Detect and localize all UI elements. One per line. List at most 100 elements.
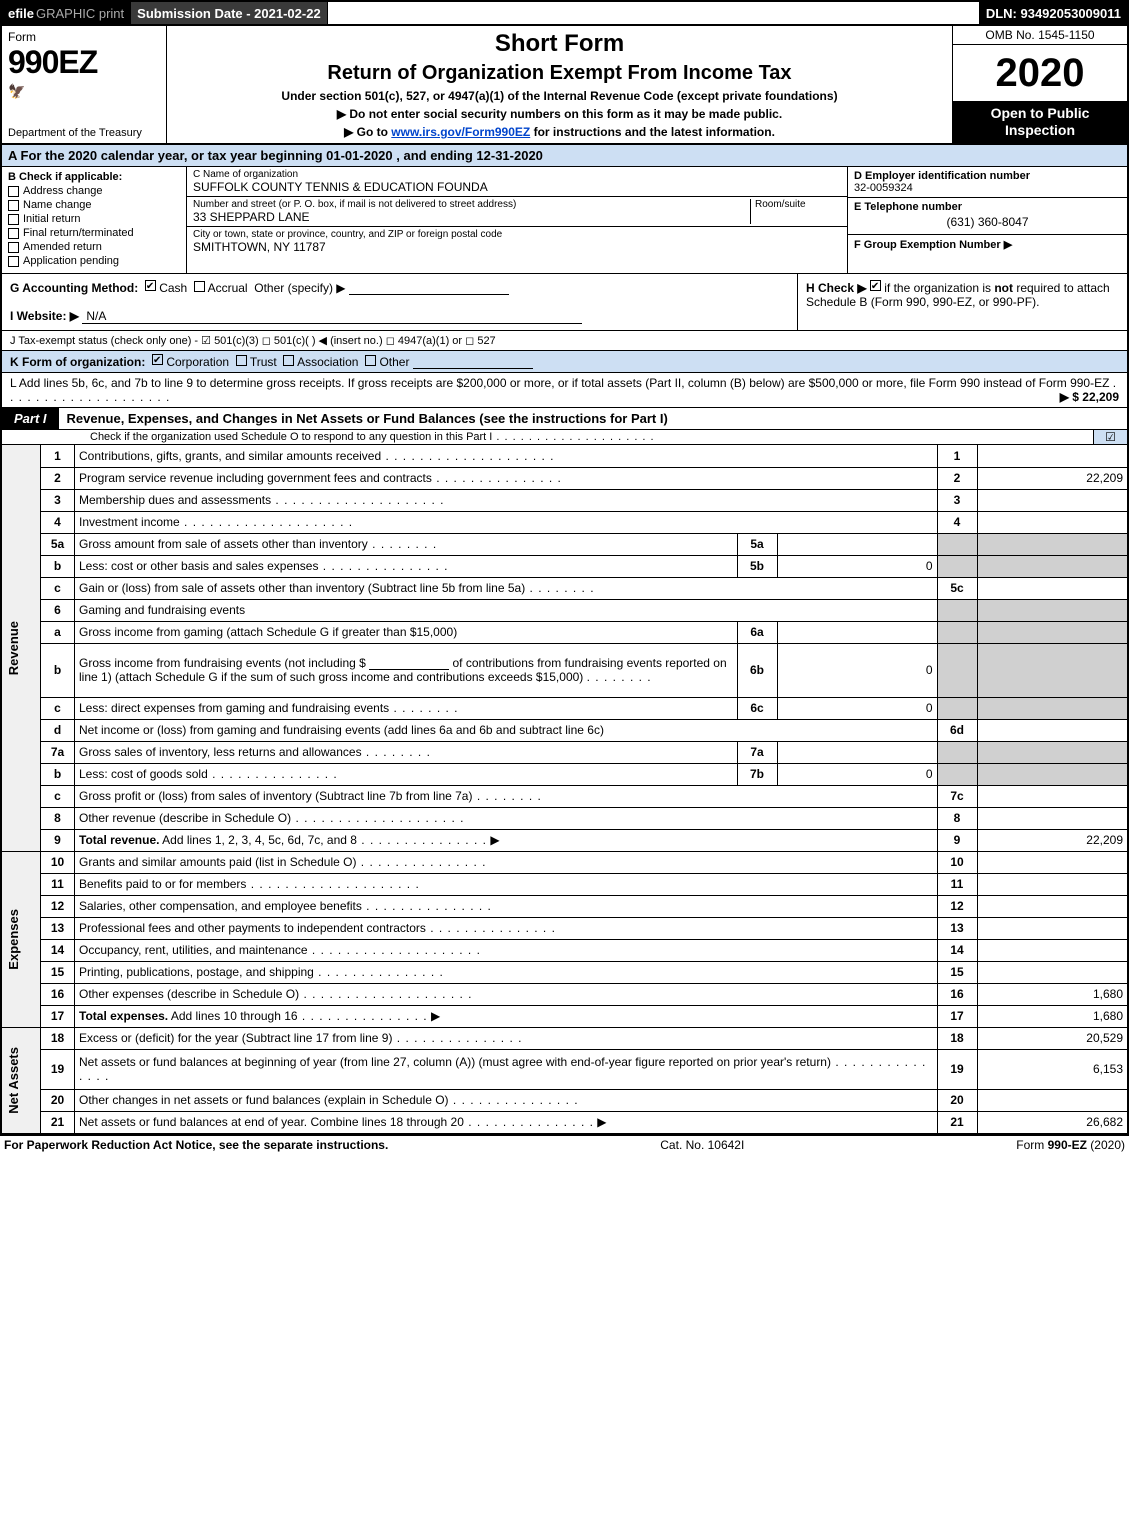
line-num: 14 bbox=[41, 939, 75, 961]
pra-notice: For Paperwork Reduction Act Notice, see … bbox=[4, 1138, 388, 1152]
chk-address-change[interactable]: Address change bbox=[8, 185, 180, 197]
no-ssn-warning: ▶ Do not enter social security numbers o… bbox=[177, 107, 942, 121]
line-value bbox=[977, 873, 1127, 895]
line-code: 19 bbox=[937, 1049, 977, 1089]
line-value bbox=[977, 939, 1127, 961]
line-code: 13 bbox=[937, 917, 977, 939]
line-l: L Add lines 5b, 6c, and 7b to line 9 to … bbox=[2, 373, 1127, 408]
line-value: 20,529 bbox=[977, 1027, 1127, 1049]
line-num: 1 bbox=[41, 445, 75, 467]
room-label: Room/suite bbox=[755, 199, 841, 210]
dots-leader bbox=[362, 745, 431, 759]
chk-application-pending[interactable]: Application pending bbox=[8, 255, 180, 267]
g-other-blank[interactable] bbox=[349, 281, 509, 295]
city-row: City or town, state or province, country… bbox=[187, 227, 847, 256]
line-desc: Other changes in net assets or fund bala… bbox=[75, 1089, 938, 1111]
inner-code: 6c bbox=[737, 697, 777, 719]
line-num: 8 bbox=[41, 807, 75, 829]
schedule-o-check[interactable]: ☑ bbox=[1093, 430, 1127, 444]
table-row: c Less: direct expenses from gaming and … bbox=[2, 697, 1127, 719]
line-desc: Gross sales of inventory, less returns a… bbox=[75, 741, 738, 763]
checkbox-other-icon[interactable] bbox=[365, 355, 376, 366]
table-row: b Less: cost or other basis and sales ex… bbox=[2, 555, 1127, 577]
chk-amended-return[interactable]: Amended return bbox=[8, 241, 180, 253]
form-word: Form bbox=[8, 30, 160, 44]
revenue-label: Revenue bbox=[6, 621, 21, 675]
k-other-blank[interactable] bbox=[413, 355, 533, 369]
chk-initial-return[interactable]: Initial return bbox=[8, 213, 180, 225]
irs-eagle-icon: 🦅 bbox=[8, 83, 160, 100]
inner-code: 6b bbox=[737, 643, 777, 697]
box-c: C Name of organization SUFFOLK COUNTY TE… bbox=[187, 167, 847, 273]
desc-text: Investment income bbox=[79, 515, 180, 529]
line-num: 9 bbox=[41, 829, 75, 851]
dots-leader bbox=[291, 811, 464, 825]
checkbox-icon bbox=[8, 228, 19, 239]
part-i-table: Revenue 1 Contributions, gifts, grants, … bbox=[2, 445, 1127, 1134]
checkbox-accrual-icon[interactable] bbox=[194, 281, 205, 292]
checkbox-assoc-icon[interactable] bbox=[283, 355, 294, 366]
inner-code: 5a bbox=[737, 533, 777, 555]
k-corp: Corporation bbox=[166, 355, 229, 369]
table-row: a Gross income from gaming (attach Sched… bbox=[2, 621, 1127, 643]
table-row: 3 Membership dues and assessments 3 bbox=[2, 489, 1127, 511]
expenses-sidelabel: Expenses bbox=[2, 851, 41, 1027]
line-desc: Benefits paid to or for members bbox=[75, 873, 938, 895]
fundraising-blank[interactable] bbox=[369, 656, 449, 670]
dots-leader bbox=[357, 833, 487, 847]
table-row: Net Assets 18 Excess or (deficit) for th… bbox=[2, 1027, 1127, 1049]
chk-final-return[interactable]: Final return/terminated bbox=[8, 227, 180, 239]
netassets-label: Net Assets bbox=[6, 1047, 21, 1114]
line-code: 17 bbox=[937, 1005, 977, 1027]
table-row: Expenses 10 Grants and similar amounts p… bbox=[2, 851, 1127, 873]
dots-leader bbox=[298, 1009, 428, 1023]
c-label: C Name of organization bbox=[193, 169, 841, 180]
form-ref: Form 990-EZ (2020) bbox=[1016, 1138, 1125, 1152]
dots-leader bbox=[271, 493, 444, 507]
line-code: 4 bbox=[937, 511, 977, 533]
arrow-icon: ▶ bbox=[597, 1115, 606, 1129]
table-row: c Gross profit or (loss) from sales of i… bbox=[2, 785, 1127, 807]
line-num: 15 bbox=[41, 961, 75, 983]
checkbox-trust-icon[interactable] bbox=[236, 355, 247, 366]
line-code: 12 bbox=[937, 895, 977, 917]
k-assoc: Association bbox=[297, 355, 358, 369]
part-i-header: Part I Revenue, Expenses, and Changes in… bbox=[2, 408, 1127, 430]
line-value bbox=[977, 961, 1127, 983]
table-row: 9 Total revenue. Total revenue. Add line… bbox=[2, 829, 1127, 851]
shade-cell bbox=[937, 741, 977, 763]
line-desc: Membership dues and assessments bbox=[75, 489, 938, 511]
desc-text: Net assets or fund balances at end of ye… bbox=[79, 1115, 464, 1129]
dots-leader bbox=[426, 921, 556, 935]
city-value: SMITHTOWN, NY 11787 bbox=[193, 240, 841, 254]
desc-text: Gross income from fundraising events (no… bbox=[79, 656, 366, 670]
table-row: 15 Printing, publications, postage, and … bbox=[2, 961, 1127, 983]
checkbox-icon bbox=[8, 186, 19, 197]
tax-year: 2020 bbox=[953, 45, 1127, 101]
table-row: 16 Other expenses (describe in Schedule … bbox=[2, 983, 1127, 1005]
line-desc: Gross income from gaming (attach Schedul… bbox=[75, 621, 738, 643]
inner-value bbox=[777, 621, 937, 643]
checkbox-cash-icon[interactable] bbox=[145, 280, 156, 291]
goto-post: for instructions and the latest informat… bbox=[530, 125, 775, 139]
desc-text: Salaries, other compensation, and employ… bbox=[79, 899, 362, 913]
dots-leader bbox=[464, 1115, 594, 1129]
desc-text: Benefits paid to or for members bbox=[79, 877, 246, 891]
irs-link[interactable]: www.irs.gov/Form990EZ bbox=[391, 125, 530, 139]
shade-cell bbox=[977, 741, 1127, 763]
checkbox-corp-icon[interactable] bbox=[152, 354, 163, 365]
line-value: 26,682 bbox=[977, 1111, 1127, 1133]
line-desc: Less: cost or other basis and sales expe… bbox=[75, 555, 738, 577]
box-b: B Check if applicable: Address change Na… bbox=[2, 167, 187, 273]
table-row: 11 Benefits paid to or for members 11 bbox=[2, 873, 1127, 895]
open-line2: Inspection bbox=[1005, 122, 1075, 138]
line-num: 2 bbox=[41, 467, 75, 489]
line-desc: Gaming and fundraising events bbox=[75, 599, 938, 621]
checkbox-h-icon[interactable] bbox=[870, 280, 881, 291]
header-right: OMB No. 1545-1150 2020 Open to Public In… bbox=[952, 26, 1127, 143]
open-line1: Open to Public bbox=[991, 105, 1090, 121]
chk-name-change[interactable]: Name change bbox=[8, 199, 180, 211]
part-i-subtext: Check if the organization used Schedule … bbox=[2, 431, 1093, 443]
chk-label: Amended return bbox=[23, 241, 102, 253]
shade-cell bbox=[977, 697, 1127, 719]
